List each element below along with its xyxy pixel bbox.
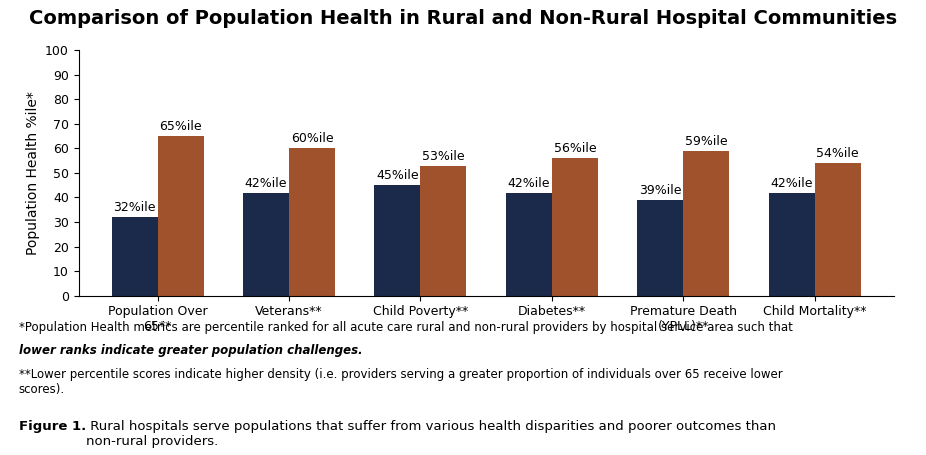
Bar xyxy=(243,192,289,296)
Bar xyxy=(374,185,420,296)
Text: 60%ile: 60%ile xyxy=(291,132,333,146)
Text: 65%ile: 65%ile xyxy=(159,120,202,133)
Text: **Lower percentile scores indicate higher density (i.e. providers serving a grea: **Lower percentile scores indicate highe… xyxy=(19,368,782,396)
Text: 42%ile: 42%ile xyxy=(244,177,287,190)
Text: 59%ile: 59%ile xyxy=(685,135,728,148)
Text: lower ranks indicate greater population challenges.: lower ranks indicate greater population … xyxy=(19,344,362,358)
Text: 32%ile: 32%ile xyxy=(113,201,156,214)
Text: 56%ile: 56%ile xyxy=(554,142,596,155)
Bar xyxy=(552,158,598,296)
Bar xyxy=(420,166,467,296)
Bar xyxy=(637,200,683,296)
Text: Rural hospitals serve populations that suffer from various health disparities an: Rural hospitals serve populations that s… xyxy=(86,420,776,448)
Text: Comparison of Population Health in Rural and Non-Rural Hospital Communities: Comparison of Population Health in Rural… xyxy=(29,9,897,28)
Y-axis label: Population Health %ile*: Population Health %ile* xyxy=(26,91,40,255)
Bar xyxy=(289,148,335,296)
Text: 45%ile: 45%ile xyxy=(376,169,419,182)
Text: 42%ile: 42%ile xyxy=(770,177,813,190)
Bar xyxy=(769,192,815,296)
Bar xyxy=(506,192,552,296)
Text: 39%ile: 39%ile xyxy=(639,184,682,197)
Bar xyxy=(815,163,861,296)
Bar xyxy=(683,151,730,296)
Text: 54%ile: 54%ile xyxy=(817,147,859,160)
Bar xyxy=(157,136,204,296)
Bar xyxy=(111,217,157,296)
Text: 42%ile: 42%ile xyxy=(507,177,550,190)
Text: 53%ile: 53%ile xyxy=(422,150,465,162)
Text: Figure 1.: Figure 1. xyxy=(19,420,86,433)
Text: *Population Health metrics are percentile ranked for all acute care rural and no: *Population Health metrics are percentil… xyxy=(19,321,793,334)
